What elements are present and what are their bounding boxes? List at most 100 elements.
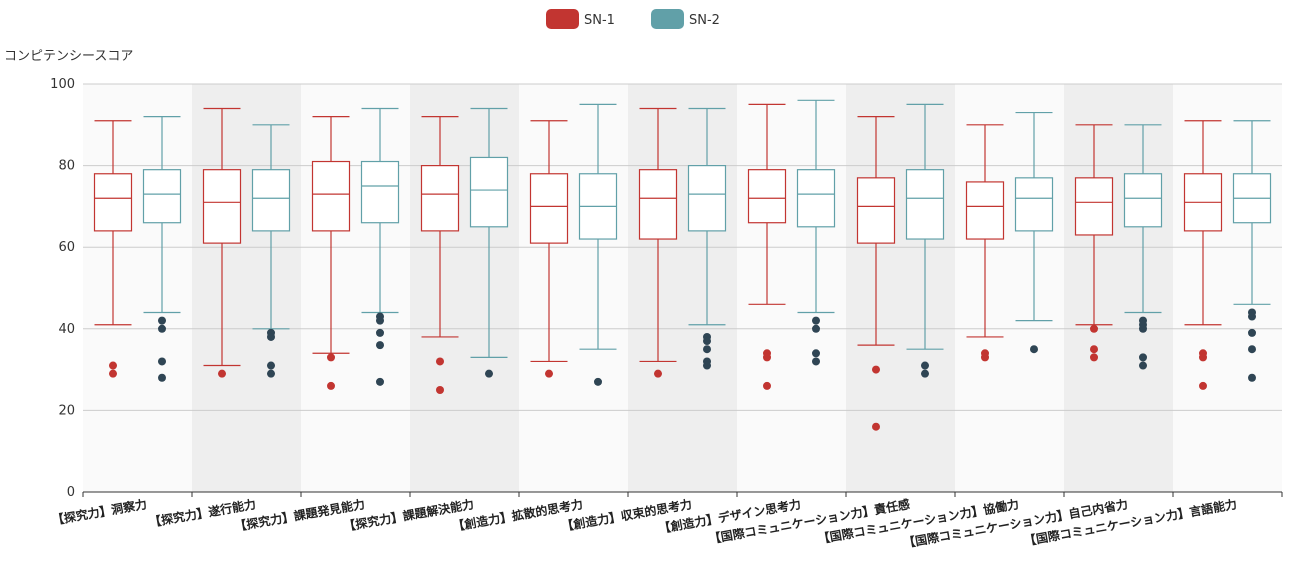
x-category-label: 【探究力】洞察力: [51, 496, 148, 527]
outlier-point: [703, 337, 711, 346]
category-band: [519, 84, 628, 492]
outlier-point: [1090, 353, 1098, 362]
y-tick-label: 0: [67, 485, 75, 500]
outlier-point: [1090, 345, 1098, 354]
outlier-point: [1248, 345, 1256, 354]
outlier-point: [1199, 381, 1207, 390]
category-band: [737, 84, 846, 492]
legend-swatch: [651, 9, 684, 29]
box-sn-1: [93, 120, 133, 378]
outlier-point: [872, 422, 880, 431]
outlier-point: [812, 316, 820, 325]
box-sn-1: [202, 107, 242, 378]
box-sn-1: [965, 124, 1005, 362]
outlier-point: [1139, 324, 1147, 333]
box-sn-2: [796, 99, 836, 366]
box-sn-2: [905, 103, 945, 378]
box-sn-2: [578, 103, 618, 386]
box-series: [93, 99, 1272, 431]
iqr-box: [856, 177, 896, 244]
legend-item-sn-1[interactable]: SN-1: [546, 9, 615, 29]
outlier-point: [376, 316, 384, 325]
box-sn-1: [529, 120, 569, 378]
outlier-point: [327, 353, 335, 362]
y-axis-title: コンピテンシースコア: [4, 49, 133, 64]
outlier-point: [921, 369, 929, 378]
box-sn-2: [687, 107, 727, 370]
iqr-box: [202, 169, 242, 244]
box-sn-1: [311, 116, 351, 390]
iqr-box: [251, 169, 291, 232]
outlier-point: [1030, 345, 1038, 354]
category-bands: [83, 84, 1282, 492]
outlier-point: [1139, 353, 1147, 362]
box-sn-2: [142, 116, 182, 382]
iqr-box: [1014, 177, 1054, 232]
legend-label: SN-2: [689, 13, 720, 28]
category-band: [628, 84, 737, 492]
box-sn-2: [1123, 124, 1163, 370]
category-band: [1064, 84, 1173, 492]
outlier-point: [545, 369, 553, 378]
outlier-point: [327, 381, 335, 390]
iqr-box: [796, 169, 836, 228]
iqr-box: [420, 165, 460, 232]
category-band: [955, 84, 1064, 492]
outlier-point: [981, 353, 989, 362]
outlier-point: [267, 369, 275, 378]
outlier-point: [485, 369, 493, 378]
category-band: [301, 84, 410, 492]
box-sn-1: [747, 103, 787, 390]
box-sn-1: [420, 116, 460, 394]
iqr-box: [687, 165, 727, 232]
outlier-point: [376, 328, 384, 337]
iqr-box: [1074, 177, 1114, 236]
outlier-point: [1248, 312, 1256, 321]
outlier-point: [436, 357, 444, 366]
legend[interactable]: SN-1 SN-2: [546, 9, 720, 29]
y-tick-label: 80: [58, 159, 75, 174]
box-sn-1: [856, 116, 896, 431]
category-band: [83, 84, 192, 492]
outlier-point: [1248, 328, 1256, 337]
outlier-point: [812, 349, 820, 358]
outlier-point: [1248, 373, 1256, 382]
outlier-point: [267, 332, 275, 341]
outlier-point: [594, 377, 602, 386]
box-sn-2: [1014, 111, 1054, 354]
outlier-point: [267, 361, 275, 370]
legend-item-sn-2[interactable]: SN-2: [651, 9, 720, 29]
y-tick-label: 40: [58, 322, 75, 337]
outlier-point: [812, 357, 820, 366]
outlier-point: [763, 381, 771, 390]
iqr-box: [529, 173, 569, 244]
outlier-point: [158, 373, 166, 382]
box-sn-2: [1232, 120, 1272, 382]
category-band: [846, 84, 955, 492]
iqr-box: [965, 181, 1005, 240]
iqr-box: [638, 169, 678, 240]
category-band: [410, 84, 519, 492]
legend-swatch: [546, 9, 579, 29]
outlier-point: [763, 353, 771, 362]
outlier-point: [872, 365, 880, 374]
box-sn-2: [251, 124, 291, 378]
iqr-box: [311, 160, 351, 232]
category-band: [1173, 84, 1282, 492]
outlier-point: [376, 377, 384, 386]
outlier-point: [1090, 324, 1098, 333]
iqr-box: [93, 173, 133, 232]
outlier-point: [921, 361, 929, 370]
box-sn-1: [1183, 120, 1223, 390]
outlier-point: [109, 361, 117, 370]
iqr-box: [360, 160, 400, 224]
category-band: [192, 84, 301, 492]
iqr-box: [747, 169, 787, 224]
outlier-point: [812, 324, 820, 333]
outlier-point: [703, 345, 711, 354]
outlier-point: [1139, 361, 1147, 370]
iqr-box: [142, 169, 182, 224]
outlier-point: [703, 361, 711, 370]
box-sn-2: [360, 107, 400, 386]
